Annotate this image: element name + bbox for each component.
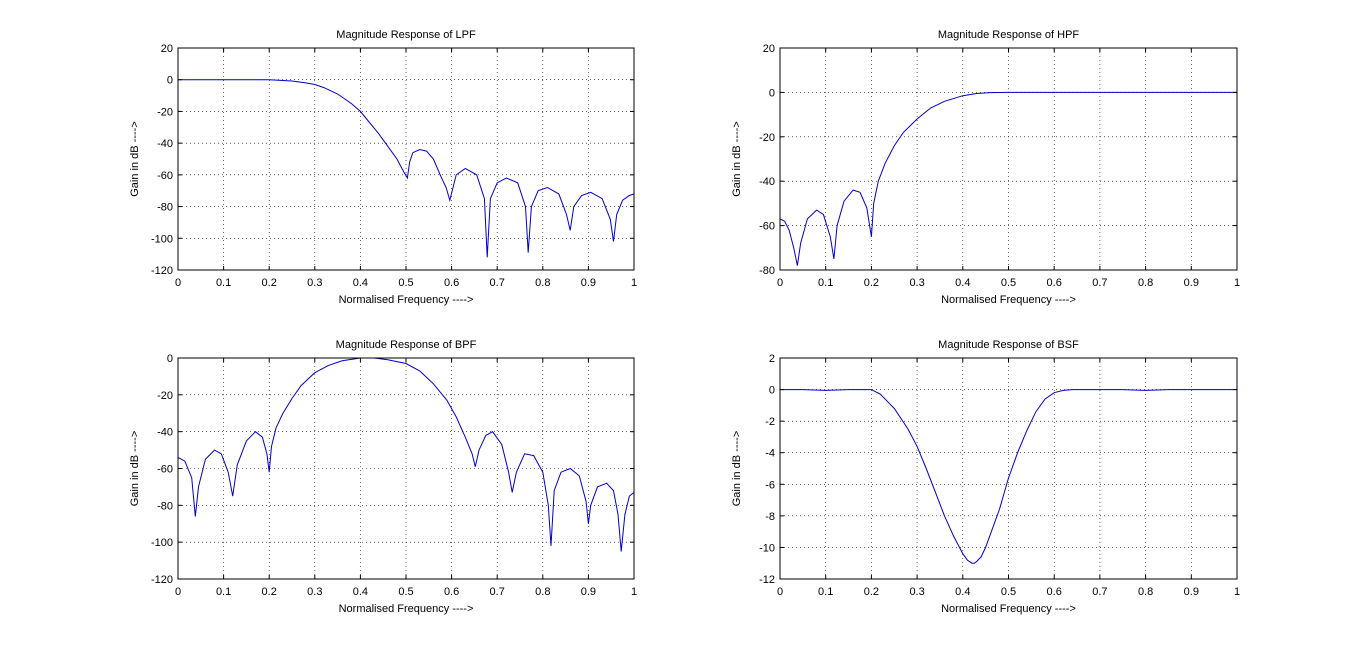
x-tick-label: 1 (1234, 586, 1240, 598)
y-tick-label: -60 (157, 464, 173, 476)
x-tick-label: 0.6 (1047, 277, 1062, 289)
subplot-4: 0 0.1 0.2 0.3 0.4 0.5 0.6 0.7 0.8 0.9 1 2 0 -2 -4 -6 -8 -… (731, 339, 1240, 615)
x-tick-label: 0.1 (216, 277, 231, 289)
x-axis-label: Normalised Frequency ----> (339, 294, 474, 306)
x-tick-label: 0.8 (535, 277, 550, 289)
x-tick-label: 1 (1234, 277, 1240, 289)
x-tick-label: 0.7 (1092, 586, 1107, 598)
y-tick-label: -2 (765, 416, 775, 428)
y-tick-label: 0 (769, 87, 775, 99)
x-tick-label: 0 (175, 277, 181, 289)
x-tick-label: 0.4 (955, 586, 970, 598)
x-tick-label: 0.8 (1138, 586, 1153, 598)
x-tick-label: 0.2 (864, 277, 879, 289)
y-tick-label: -60 (157, 170, 173, 182)
y-tick-label: 0 (167, 353, 173, 365)
x-tick-label: 0.4 (353, 277, 368, 289)
x-tick-label: 0.2 (262, 277, 277, 289)
subplot-1: 0 0.1 0.2 0.3 0.4 0.5 0.6 0.7 0.8 0.9 1 20 0 -20 -40 -6… (129, 29, 637, 306)
x-tick-label: 0.7 (490, 277, 505, 289)
y-tick-label: -120 (151, 574, 173, 586)
chart-title: Magnitude Response of HPF (938, 29, 1080, 41)
x-tick-label: 0.6 (444, 277, 459, 289)
x-tick-label: 0.9 (581, 586, 596, 598)
y-tick-label: -120 (151, 265, 173, 277)
series-line (177, 357, 635, 552)
x-tick-label: 0.6 (1047, 586, 1062, 598)
y-tick-label: -4 (765, 448, 775, 460)
x-tick-label: 0.1 (216, 586, 231, 598)
y-tick-label: -80 (157, 500, 173, 512)
y-tick-label: -40 (157, 138, 173, 150)
y-tick-label: 20 (161, 43, 173, 55)
y-tick-label: -6 (765, 479, 775, 491)
y-tick-label: -100 (151, 537, 173, 549)
x-tick-label: 0.8 (535, 586, 550, 598)
x-tick-label: 0.1 (818, 277, 833, 289)
x-tick-label: 0 (777, 586, 783, 598)
y-axis-label: Gain in dB ----> (731, 431, 743, 507)
subplot-2: 0 0.1 0.2 0.3 0.4 0.5 0.6 0.7 0.8 0.9 1 20 0 -20 -40 -6… (731, 29, 1240, 306)
y-tick-label: 20 (763, 43, 775, 55)
plot-area (780, 358, 1237, 579)
series-line (779, 91, 1237, 266)
chart-title: Magnitude Response of LPF (336, 29, 476, 41)
y-axis-label: Gain in dB ----> (731, 121, 743, 197)
x-tick-label: 1 (631, 277, 637, 289)
x-tick-label: 0.3 (909, 277, 924, 289)
x-tick-label: 0.5 (398, 586, 413, 598)
x-tick-label: 0.9 (581, 277, 596, 289)
x-axis-label: Normalised Frequency ----> (339, 603, 474, 615)
y-tick-label: 0 (769, 385, 775, 397)
x-tick-label: 0.3 (909, 586, 924, 598)
x-tick-label: 0.9 (1184, 586, 1199, 598)
chart-title: Magnitude Response of BSF (938, 339, 1079, 351)
x-tick-label: 0.2 (262, 586, 277, 598)
y-tick-label: -80 (157, 202, 173, 214)
series-line (780, 389, 1237, 564)
y-tick-label: -20 (759, 132, 775, 144)
y-axis-label: Gain in dB ----> (129, 121, 141, 197)
x-tick-label: 0.7 (1092, 277, 1107, 289)
x-tick-label: 0.7 (490, 586, 505, 598)
x-tick-label: 0.4 (353, 586, 368, 598)
x-tick-label: 0 (777, 277, 783, 289)
x-tick-label: 0.4 (955, 277, 970, 289)
y-tick-label: -12 (759, 574, 775, 586)
y-tick-label: 2 (769, 353, 775, 365)
x-tick-label: 0.1 (818, 586, 833, 598)
y-tick-label: -20 (157, 390, 173, 402)
y-tick-label: -20 (157, 106, 173, 118)
x-axis-label: Normalised Frequency ----> (941, 294, 1076, 306)
x-tick-label: 0.3 (307, 586, 322, 598)
chart-title: Magnitude Response of BPF (336, 339, 477, 351)
x-axis-label: Normalised Frequency ----> (941, 603, 1076, 615)
x-tick-label: 0.3 (307, 277, 322, 289)
x-tick-label: 0.2 (864, 586, 879, 598)
y-tick-label: -10 (759, 542, 775, 554)
x-tick-label: 1 (631, 586, 637, 598)
y-tick-label: -80 (759, 265, 775, 277)
series-line (178, 79, 635, 258)
x-tick-label: 0.6 (444, 586, 459, 598)
x-tick-label: 0.5 (1001, 277, 1016, 289)
y-tick-label: 0 (167, 75, 173, 87)
y-tick-label: -40 (759, 176, 775, 188)
x-tick-label: 0 (175, 586, 181, 598)
y-axis-label: Gain in dB ----> (129, 431, 141, 507)
x-tick-label: 0.8 (1138, 277, 1153, 289)
y-tick-label: -8 (765, 511, 775, 523)
y-tick-label: -40 (157, 427, 173, 439)
x-tick-label: 0.5 (398, 277, 413, 289)
y-tick-label: -100 (151, 233, 173, 245)
x-tick-label: 0.5 (1001, 586, 1016, 598)
y-tick-label: -60 (759, 221, 775, 233)
x-tick-label: 0.9 (1184, 277, 1199, 289)
subplot-3: 0 0.1 0.2 0.3 0.4 0.5 0.6 0.7 0.8 0.9 1 0 -20 -40 -60 -… (129, 339, 637, 615)
